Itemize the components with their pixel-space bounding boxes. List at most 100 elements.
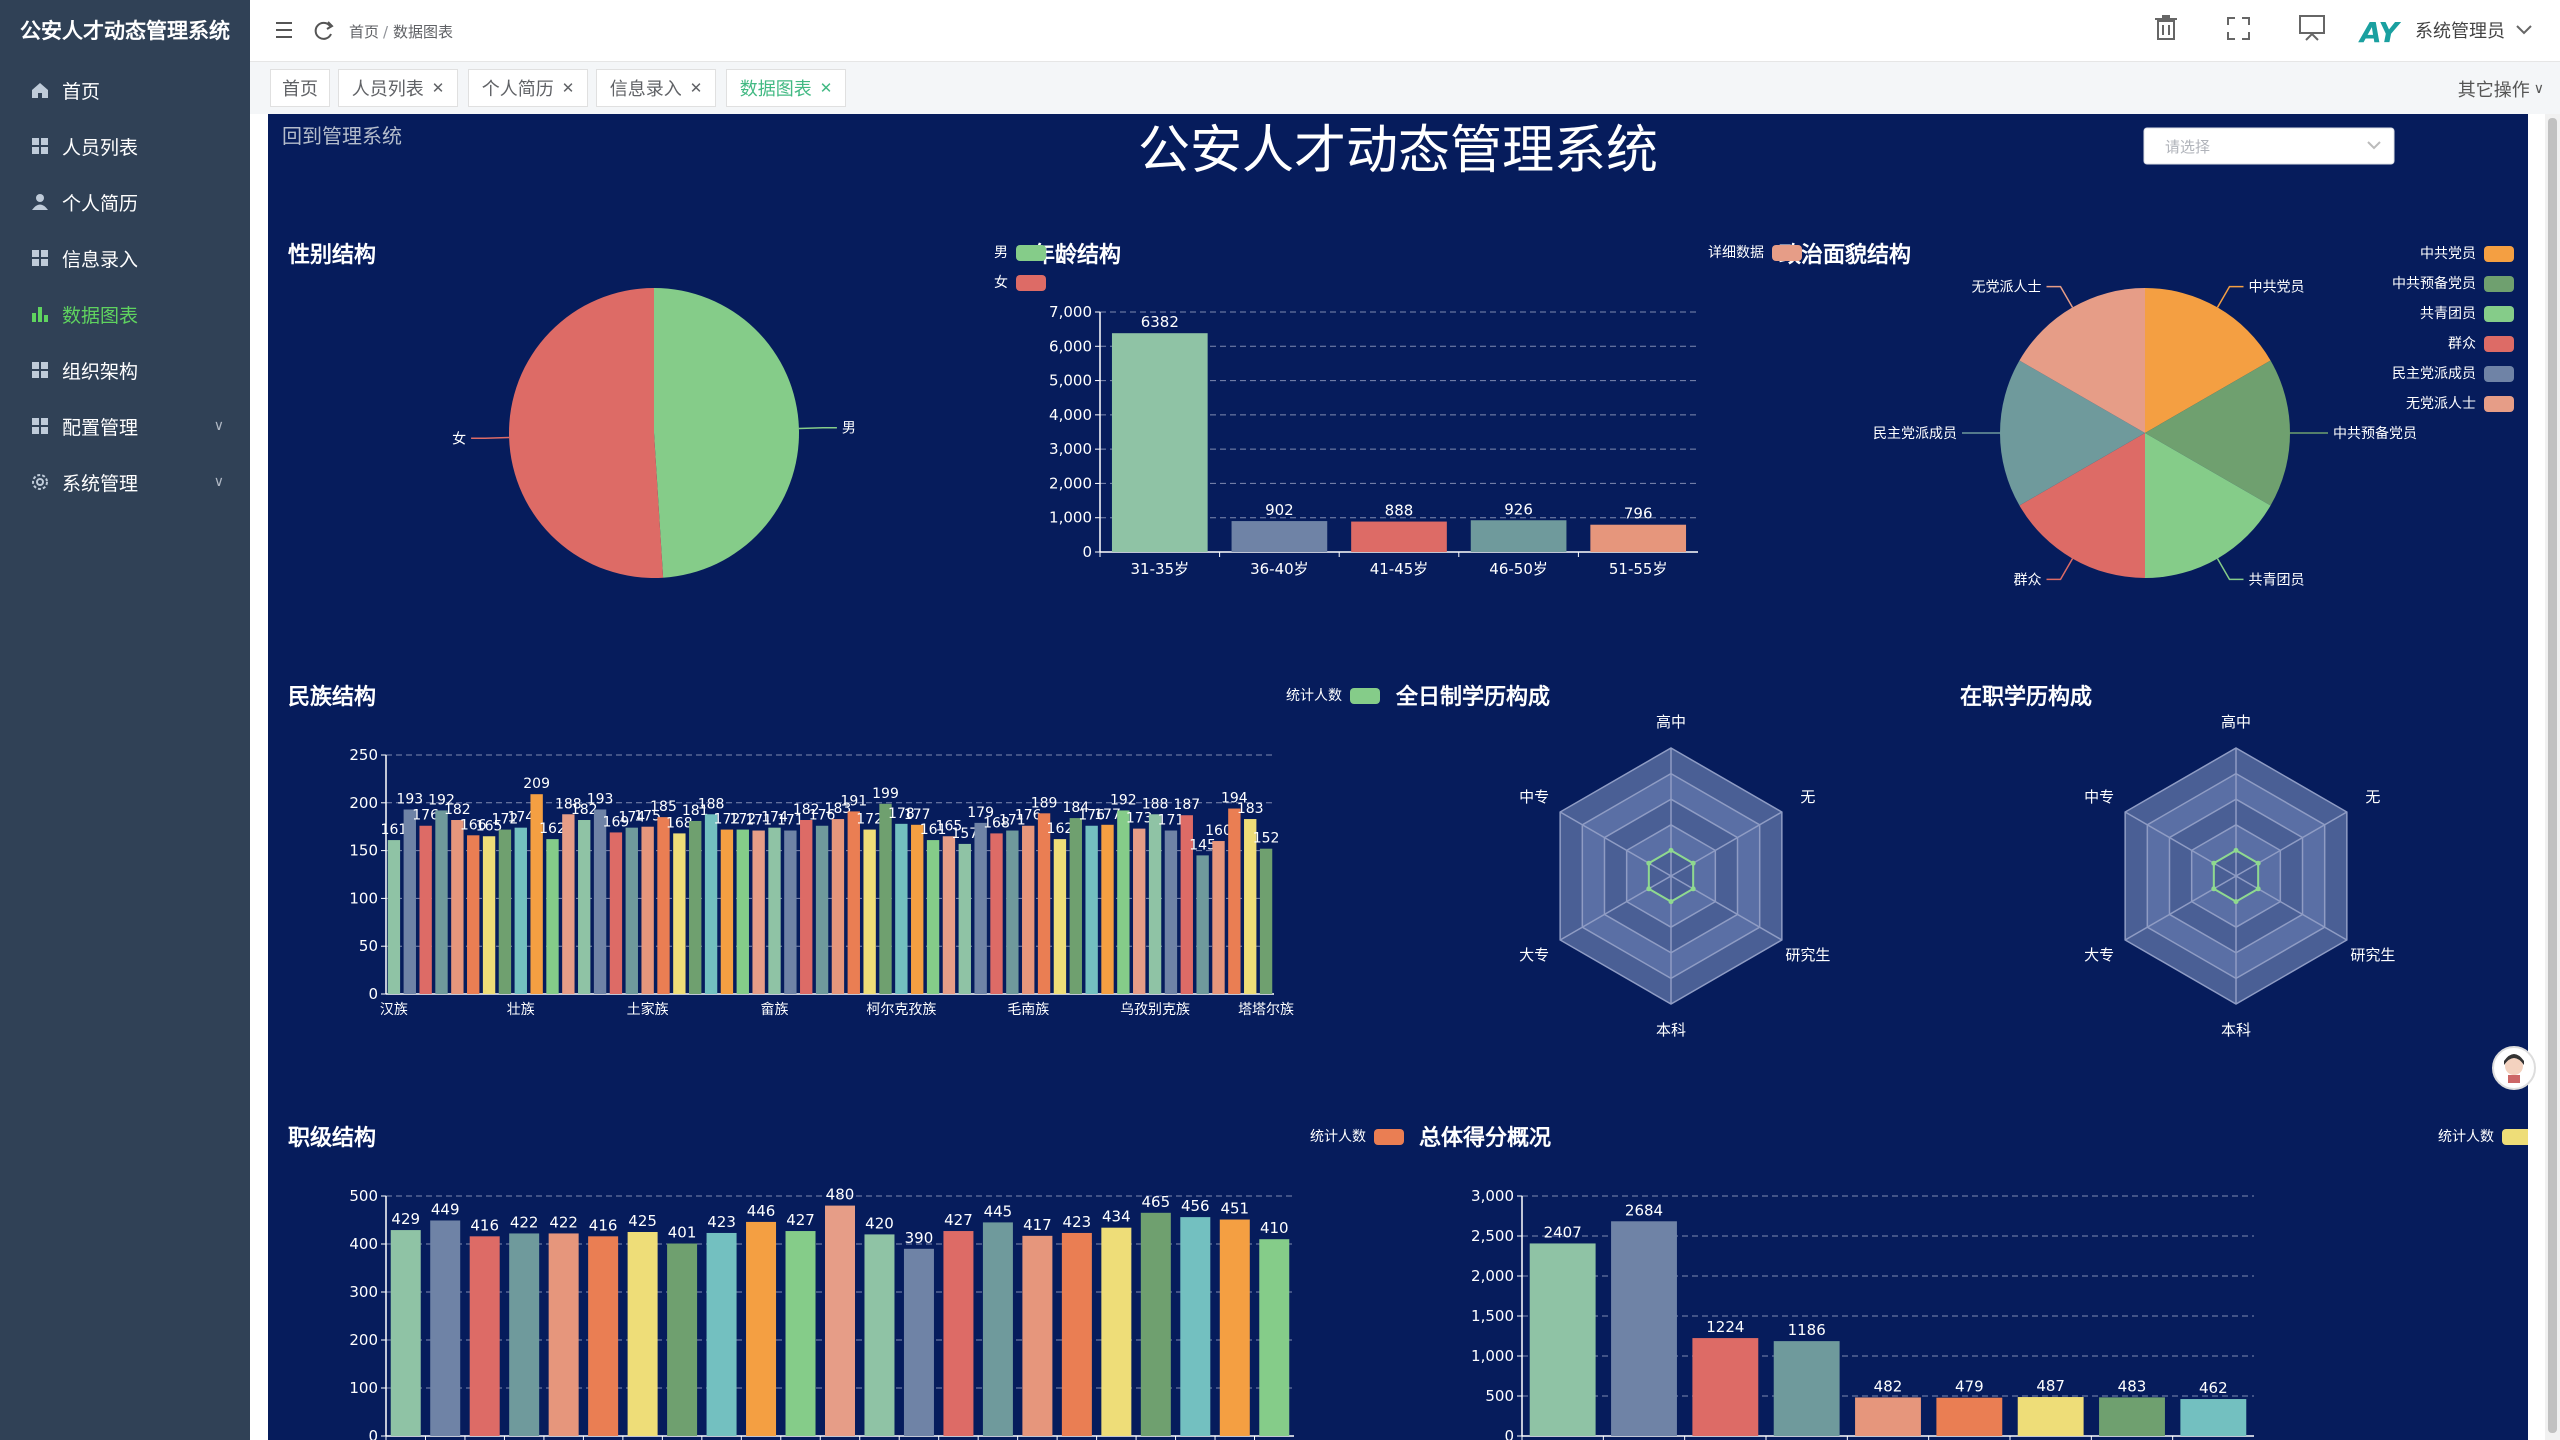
bar[interactable] [1117,810,1130,994]
pie-slice[interactable] [508,288,664,578]
sidebar-item-7[interactable]: 系统管理 ∨ [0,454,250,510]
bar[interactable] [1351,521,1447,552]
bar[interactable] [1212,841,1225,994]
bar[interactable] [390,1230,421,1436]
bar[interactable] [588,1236,619,1436]
radar-point[interactable] [2255,886,2261,892]
bar[interactable] [847,811,860,994]
breadcrumb-home[interactable]: 首页 [349,23,379,41]
bar[interactable] [864,1234,895,1436]
bar[interactable] [2099,1397,2165,1436]
legend-swatch[interactable] [1374,1129,1404,1145]
bar[interactable] [514,827,527,994]
bar[interactable] [1101,824,1114,994]
more-actions[interactable]: 其它操作 ∨ [2458,76,2544,102]
bar[interactable] [1069,818,1082,994]
bar[interactable] [1037,813,1051,994]
legend-swatch[interactable] [1772,245,1802,261]
bar[interactable] [1061,1232,1092,1436]
refresh-icon[interactable] [314,21,334,40]
pie-slice[interactable] [2145,288,2271,433]
sidebar-item-4[interactable]: 数据图表 [0,286,250,342]
radar-point[interactable] [2233,847,2239,853]
bar[interactable] [1180,1217,1211,1436]
radar-point[interactable] [1668,847,1674,853]
close-icon[interactable]: ✕ [819,79,833,97]
bar[interactable] [942,836,956,994]
bar[interactable] [982,1222,1013,1436]
bar[interactable] [1228,808,1241,994]
scrollbar[interactable] [2545,114,2560,1440]
bar[interactable] [593,809,607,994]
close-icon[interactable]: ✕ [689,79,703,97]
chevron-down-icon[interactable] [2516,25,2532,35]
bar[interactable] [1196,855,1209,994]
legend-swatch[interactable] [1350,688,1380,704]
bar[interactable] [627,1232,658,1436]
bar[interactable] [1855,1397,1921,1436]
bar[interactable] [1590,524,1687,552]
bar[interactable] [451,820,464,994]
bar[interactable] [990,833,1003,994]
bar[interactable] [641,826,654,994]
bar[interactable] [1053,839,1067,994]
bar[interactable] [863,829,876,994]
bar[interactable] [831,819,845,994]
bar[interactable] [435,810,448,994]
radar-point[interactable] [1668,899,1674,905]
bar[interactable] [430,1220,461,1436]
pie-slice[interactable] [654,288,799,578]
close-icon[interactable]: ✕ [431,79,445,97]
bar[interactable] [1470,520,1567,552]
bar[interactable] [1936,1397,2003,1436]
bar[interactable] [403,809,416,994]
bar[interactable] [1180,815,1193,994]
bar[interactable] [1259,848,1273,994]
sidebar-item-0[interactable]: 首页 [0,62,250,118]
pie-slice[interactable] [2145,360,2290,506]
legend-swatch[interactable] [2484,276,2514,292]
bar[interactable] [578,820,591,994]
tab-0[interactable]: 首页 [270,69,330,107]
legend-swatch[interactable] [2484,336,2514,352]
sidebar-item-6[interactable]: 配置管理 ∨ [0,398,250,454]
radar-point[interactable] [2255,860,2261,866]
bar[interactable] [903,1248,934,1436]
legend-swatch[interactable] [2484,396,2514,412]
bar[interactable] [815,825,829,994]
legend-swatch[interactable] [2484,246,2514,262]
bar[interactable] [1140,1212,1171,1436]
bar[interactable] [974,822,987,994]
legend-swatch[interactable] [2502,1129,2528,1145]
bar[interactable] [673,833,686,994]
bar[interactable] [548,1233,579,1436]
bar[interactable] [657,817,670,994]
bar[interactable] [469,1236,500,1436]
bar[interactable] [1259,1239,1290,1436]
filter-select[interactable]: 请选择 [2143,127,2395,165]
radar-point[interactable] [2211,860,2217,866]
bar[interactable] [689,820,702,994]
bar[interactable] [498,829,512,994]
assistant-avatar[interactable] [2492,1046,2536,1090]
radar-point[interactable] [2211,886,2217,892]
bar[interactable] [800,820,813,994]
bar[interactable] [784,830,797,994]
trash-icon[interactable] [2155,15,2177,40]
radar-point[interactable] [1690,860,1696,866]
bar[interactable] [530,794,543,994]
bar[interactable] [1611,1221,1677,1436]
tab-1[interactable]: 人员列表 ✕ [338,69,458,107]
bar[interactable] [1529,1243,1596,1436]
bar[interactable] [625,827,638,994]
bar[interactable] [1085,825,1098,994]
bar[interactable] [1231,521,1328,552]
bar[interactable] [911,824,924,994]
bar[interactable] [895,823,908,994]
bar[interactable] [1692,1338,1759,1436]
bar[interactable] [752,830,765,994]
bar[interactable] [387,840,401,994]
radar-point[interactable] [1690,886,1696,892]
bar[interactable] [785,1231,816,1436]
bar[interactable] [768,827,781,994]
